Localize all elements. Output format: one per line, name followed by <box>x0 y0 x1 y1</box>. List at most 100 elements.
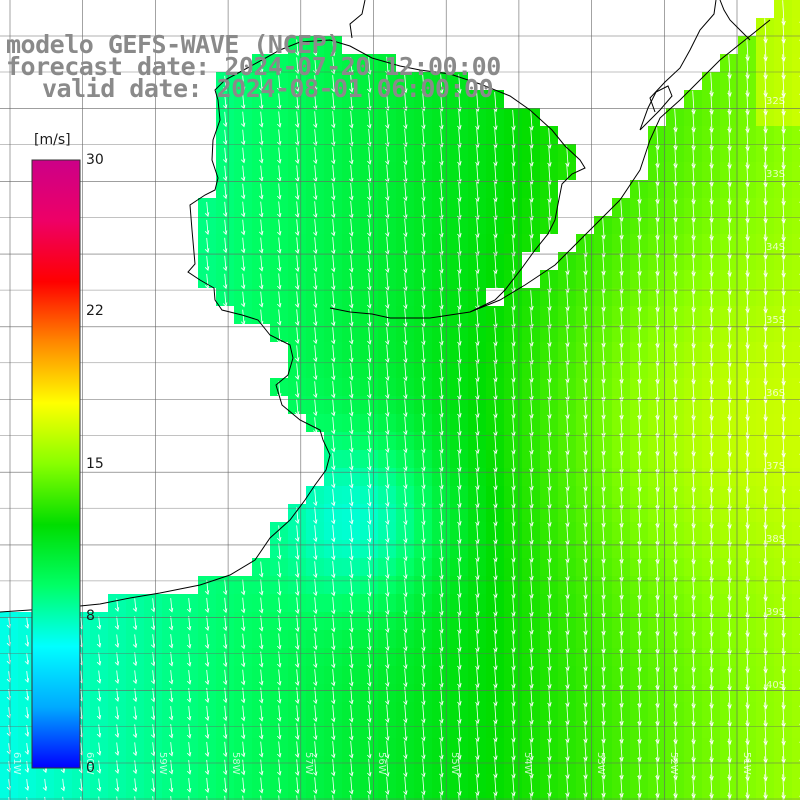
wind-arrow <box>276 525 282 542</box>
wind-arrow <box>709 432 714 457</box>
wind-arrow <box>168 760 174 775</box>
wind-arrow <box>421 506 426 526</box>
wind-arrow <box>709 558 714 583</box>
longitude-label: 57W <box>303 752 314 775</box>
wind-arrow <box>529 415 534 437</box>
wind-cell <box>144 792 162 800</box>
wind-arrow <box>727 522 732 547</box>
wind-arrow <box>368 794 370 800</box>
wind-arrow <box>349 758 354 777</box>
wind-arrow <box>132 778 138 793</box>
wind-arrow <box>132 760 138 775</box>
wind-arrow <box>313 561 318 579</box>
wind-arrow <box>493 236 498 257</box>
wind-arrow <box>674 792 676 800</box>
wind-arrow <box>511 685 516 707</box>
wind-arrow <box>655 325 660 349</box>
wind-arrow <box>637 433 642 456</box>
wind-arrow <box>529 559 534 581</box>
wind-cell <box>162 792 180 800</box>
wind-arrow <box>367 506 372 525</box>
forecast-date: forecast date: 2024-07-20 12:00:00 <box>6 52 501 81</box>
wind-arrow <box>673 198 678 223</box>
wind-arrow <box>673 360 678 385</box>
wind-arrow <box>349 110 354 129</box>
wind-cell <box>792 558 800 576</box>
wind-arrow <box>367 704 372 723</box>
wind-arrow <box>367 416 372 435</box>
wind-arrow <box>222 219 228 236</box>
wind-arrow <box>367 92 372 111</box>
wind-arrow <box>637 235 642 258</box>
wind-arrow <box>403 524 408 544</box>
wind-arrow <box>331 651 336 669</box>
wind-arrow <box>349 380 354 399</box>
model-title: modelo GEFS-WAVE (NCEP) <box>6 30 341 59</box>
wind-arrow <box>655 235 660 259</box>
colorbar-tick-30: 30 <box>86 152 104 168</box>
colorbar-unit: [m/s] <box>34 132 71 148</box>
wind-arrow <box>276 723 282 740</box>
wind-arrow <box>349 74 354 93</box>
wind-arrow <box>96 670 102 684</box>
wind-arrow <box>421 236 426 256</box>
wind-arrow <box>691 468 696 493</box>
wind-arrow <box>475 488 480 509</box>
wind-arrow <box>655 685 660 709</box>
wind-arrow <box>781 558 786 584</box>
wind-arrow <box>709 396 714 421</box>
wind-arrow <box>188 795 190 800</box>
wind-arrow <box>655 631 660 655</box>
wind-arrow <box>457 182 462 202</box>
wind-arrow <box>385 398 390 418</box>
wind-arrow <box>637 703 642 726</box>
wind-cell <box>126 792 144 800</box>
wind-arrow <box>781 216 786 242</box>
wind-arrow <box>637 757 642 780</box>
wind-arrow <box>313 147 318 165</box>
wind-arrow <box>781 378 786 404</box>
wind-arrow <box>367 110 372 129</box>
wind-arrow <box>439 398 444 418</box>
wind-arrow <box>691 342 696 367</box>
wind-arrow <box>493 686 498 707</box>
wind-arrow <box>655 361 660 385</box>
wind-arrow <box>637 379 642 402</box>
wind-arrow <box>349 488 354 507</box>
wind-arrow <box>727 360 732 385</box>
wind-arrow <box>331 345 336 363</box>
wind-arrow <box>511 487 516 509</box>
wind-arrow <box>258 669 264 686</box>
wind-arrow <box>385 56 390 76</box>
wind-arrow <box>727 684 732 709</box>
wind-arrow <box>763 774 768 800</box>
wind-cell <box>108 792 126 800</box>
wind-arrow <box>258 147 264 164</box>
wind-arrow <box>727 288 732 313</box>
wind-arrow <box>781 288 786 314</box>
wind-arrow <box>258 705 264 722</box>
wind-arrow <box>204 237 210 253</box>
latitude-label: 40S <box>766 680 785 691</box>
wind-arrow <box>727 144 732 169</box>
wind-arrow <box>529 667 534 689</box>
wind-arrow <box>439 272 444 292</box>
wind-vectors <box>6 0 800 800</box>
wind-arrow <box>439 182 444 202</box>
wind-cell <box>180 792 198 800</box>
wind-arrow <box>385 686 390 706</box>
wind-arrow <box>349 686 354 705</box>
wind-arrow <box>114 760 120 774</box>
wind-arrow <box>637 325 642 348</box>
wind-arrow <box>349 92 354 111</box>
wind-arrow <box>637 289 642 312</box>
wind-arrow <box>295 75 300 92</box>
wind-arrow <box>295 363 300 380</box>
wind-arrow <box>295 345 300 362</box>
wind-arrow <box>673 252 678 277</box>
latitude-label: 35S <box>766 315 785 326</box>
wind-arrow <box>637 631 642 654</box>
wind-arrow <box>673 612 678 637</box>
wind-arrow <box>403 218 408 238</box>
wind-arrow <box>781 234 786 260</box>
